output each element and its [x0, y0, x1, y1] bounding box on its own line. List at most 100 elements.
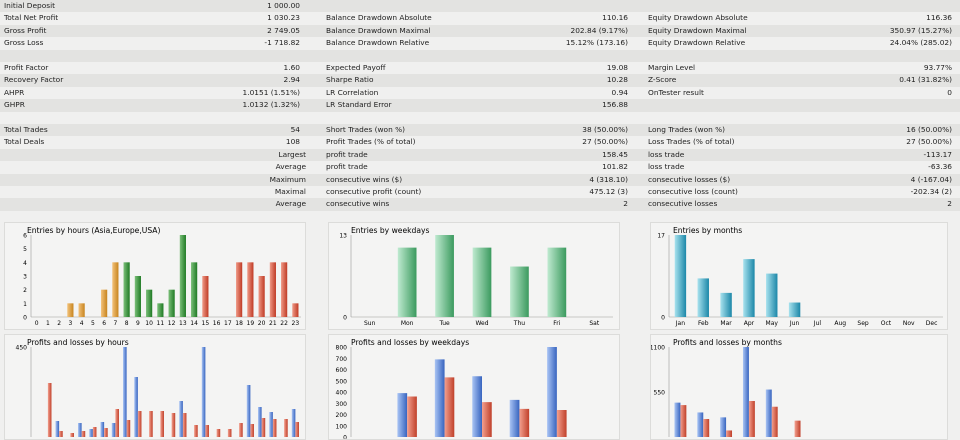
- stat-value: 202.84 (9.17%): [570, 25, 628, 35]
- chart-profits-losses-by-months: Profits and losses by months 1100 550: [650, 334, 948, 440]
- stat-value: [760, 0, 952, 12]
- stat-value: 4 (-167.04): [910, 174, 952, 184]
- stat-label: profit trade: [326, 149, 368, 159]
- x-tick-label: 9: [136, 320, 140, 327]
- loss-bar: [59, 431, 63, 437]
- loss-bar: [160, 411, 164, 437]
- loss-bar: [104, 428, 108, 437]
- loss-bar: [182, 413, 187, 437]
- chart-entries-by-months: Entries by months 17 0 Jan Feb Mar Apr May Jun Ju…: [650, 222, 948, 330]
- bar: [236, 262, 243, 317]
- stat-value: 93.77%: [923, 63, 952, 72]
- bar: [435, 235, 454, 317]
- loss-bar: [444, 377, 455, 437]
- stat-label: consecutive profit (count): [326, 187, 422, 196]
- stat-value: 158.45: [602, 149, 628, 159]
- stat-label: Margin Level: [648, 63, 696, 72]
- x-tick-label: 19: [247, 320, 255, 327]
- stats-row: Gross Profit 2 749.05 Balance Drawdown Max…: [0, 24, 960, 38]
- y-tick-label: 800: [336, 345, 348, 352]
- profit-bar: [269, 412, 273, 437]
- y-tick-label: 0: [661, 315, 665, 322]
- y-tick-label: 0: [23, 315, 27, 322]
- bar: [743, 259, 755, 317]
- chart-entries-by-weekdays: Entries by weekdays 13 0 Sun Mon Tue Wed Thu Fri…: [328, 222, 620, 330]
- stat-value: [760, 99, 952, 111]
- x-tick-label: Jun: [789, 320, 800, 327]
- stat-label: LR Correlation: [326, 87, 379, 97]
- stat-value: 2 749.05: [267, 25, 300, 35]
- stat-value: 0.94: [611, 87, 628, 97]
- profit-bar: [123, 347, 127, 437]
- stat-value: -113.17: [923, 149, 952, 159]
- x-tick-label: 13: [179, 320, 187, 327]
- x-tick-label: 16: [213, 320, 221, 327]
- stats-row: AHPR 1.0151 (1.51%) LR Correlation 0.94 OnTe…: [0, 87, 960, 99]
- stat-label: Equity Drawdown Absolute: [648, 13, 748, 23]
- bar: [179, 235, 186, 317]
- stat-value: 116.36: [926, 13, 952, 23]
- profit-bar: [720, 417, 727, 437]
- x-tick-label: Feb: [698, 320, 709, 327]
- stats-row: Total Net Profit 1 030.23 Balance Drawdown…: [0, 12, 960, 24]
- stat-value: 1.0151 (1.51%): [242, 87, 300, 97]
- profit-bar: [134, 377, 138, 437]
- bar: [269, 262, 276, 317]
- profit-bar: [397, 393, 408, 437]
- stat-label: Total Trades: [4, 125, 48, 134]
- x-tick-label: 5: [91, 320, 95, 327]
- x-tick-label: 22: [280, 320, 288, 327]
- bar: [101, 289, 108, 317]
- stat-value: 24.04% (285.02): [889, 38, 952, 48]
- stat-label: consecutive losses ($): [648, 174, 731, 184]
- bar: [247, 262, 254, 317]
- stats-row: Profit Factor 1.60 Expected Payoff 19.08 Mar…: [0, 62, 960, 74]
- loss-bar: [272, 419, 277, 437]
- stat-label: Maximum: [269, 174, 306, 184]
- loss-bar: [295, 422, 299, 437]
- bar: [547, 247, 567, 317]
- stat-value: [190, 186, 300, 198]
- x-tick-label: May: [766, 320, 779, 327]
- stats-row: Average profit trade 101.82 loss trade -63.3…: [0, 161, 960, 173]
- loss-bar: [47, 383, 52, 437]
- profit-bar: [258, 407, 262, 437]
- y-tick-label: 1: [23, 301, 27, 308]
- stat-value: 27 (50.00%): [582, 137, 628, 147]
- stat-value: 2: [947, 199, 952, 209]
- stat-label: consecutive losses: [648, 199, 718, 209]
- stat-value: [190, 174, 300, 186]
- bar: [281, 262, 288, 317]
- x-tick-label: Tue: [438, 320, 450, 327]
- profit-bar: [179, 401, 183, 437]
- x-tick-label: 11: [157, 320, 165, 327]
- stat-value: [190, 112, 300, 124]
- stat-label: LR Standard Error: [326, 100, 392, 110]
- stat-value: [760, 112, 952, 124]
- bar: [258, 276, 265, 317]
- loss-bar: [482, 402, 492, 437]
- bar: [397, 247, 417, 317]
- bar: [146, 289, 153, 317]
- stat-label: loss trade: [648, 149, 685, 159]
- x-tick-label: 18: [235, 320, 243, 327]
- bar: [112, 262, 119, 317]
- x-tick-label: 6: [102, 320, 106, 327]
- y-tick-label: 300: [336, 401, 348, 408]
- y-tick-label: 4: [23, 260, 27, 267]
- stat-label: loss trade: [648, 162, 685, 172]
- stat-value: 27 (50.00%): [906, 137, 952, 147]
- stats-row: [0, 49, 960, 62]
- x-tick-label: Jul: [813, 320, 822, 327]
- loss-bar: [149, 411, 153, 437]
- x-tick-label: Sep: [857, 320, 869, 327]
- loss-bar: [680, 405, 687, 437]
- stat-label: consecutive wins: [326, 199, 390, 209]
- chart-title: Profits and losses by weekdays: [351, 338, 469, 347]
- x-tick-label: Apr: [744, 320, 755, 327]
- stat-value: [190, 161, 300, 173]
- stat-value: [430, 0, 628, 12]
- stats-row: Total Deals 108 Profit Trades (% of total)…: [0, 136, 960, 148]
- y-tick-label: 17: [657, 233, 665, 240]
- profit-bar: [765, 389, 772, 437]
